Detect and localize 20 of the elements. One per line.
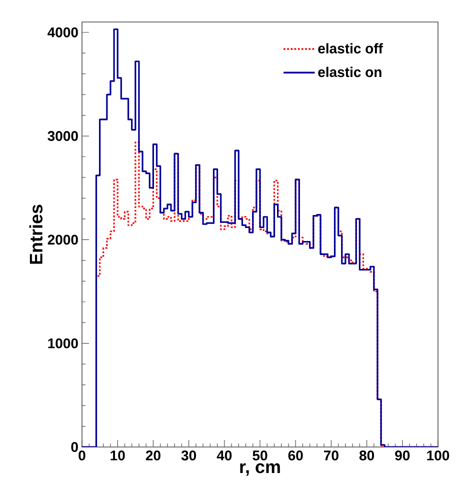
y-tick-label: 2000 [48, 234, 78, 245]
x-tick-label: 90 [395, 450, 410, 460]
x-tick-label: 30 [181, 450, 196, 460]
x-tick-label: 0 [78, 450, 86, 460]
x-tick-label: 100 [427, 450, 450, 460]
x-tick-label: 40 [216, 450, 232, 460]
x-tick-label: 70 [324, 450, 338, 460]
y-tick-label: 1000 [48, 338, 78, 348]
x-tick-label: 50 [252, 450, 268, 460]
y-tick-label: 3000 [48, 131, 78, 141]
x-tick-label: 10 [110, 450, 125, 460]
y-tick-label: 0 [71, 442, 78, 452]
y-tick-label: 4000 [48, 27, 78, 38]
legend-label: elastic off [318, 43, 383, 54]
y-axis-title: Entries [29, 204, 42, 264]
x-axis-title: r, cm [240, 463, 280, 476]
legend-label: elastic on [318, 66, 382, 78]
x-tick-label: 60 [288, 450, 303, 460]
x-tick-label: 80 [359, 450, 374, 460]
x-tick-label: 20 [146, 450, 160, 460]
